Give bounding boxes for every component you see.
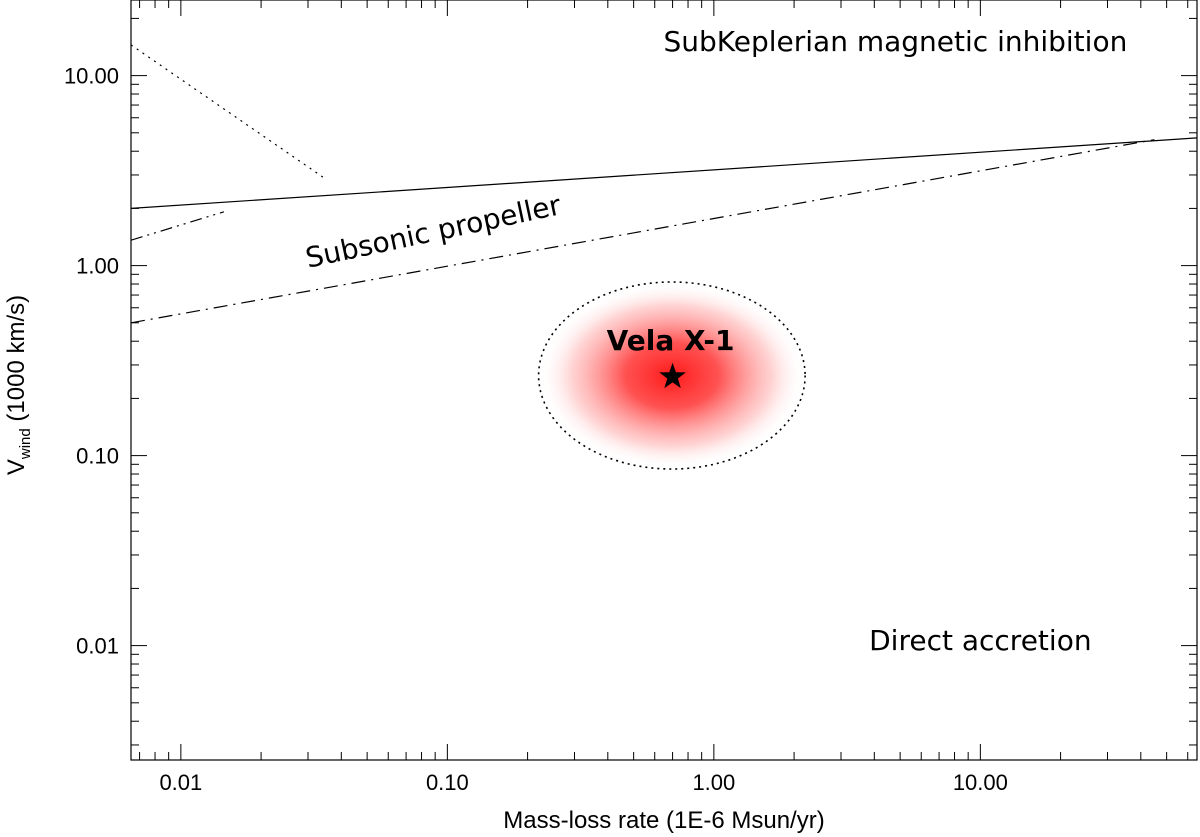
x-tick-label: 10.00: [953, 770, 1008, 795]
x-axis-label: Mass-loss rate (1E-6 Msun/yr): [503, 807, 824, 834]
series-line-dashdotdot: [131, 211, 225, 241]
y-axis-label-subscript: wind: [17, 428, 34, 460]
y-tick-label: 0.10: [76, 444, 119, 469]
annotations: Vela X-1 SubKeplerian magnetic inhibition…: [303, 25, 1128, 657]
y-tick-label: 0.01: [76, 634, 119, 659]
y-axis-label: Vwind (1000 km/s): [3, 295, 34, 475]
y-tick-label: 10.00: [64, 64, 119, 89]
vela-x1-star-icon: [659, 362, 686, 389]
region-label: Subsonic propeller: [303, 188, 565, 274]
y-tick-label: 1.00: [76, 254, 119, 279]
vela-x1-ellipse-outline: [537, 281, 806, 470]
region-label: Direct accretion: [869, 624, 1091, 657]
series-line-solid: [131, 137, 1197, 209]
region-label: SubKeplerian magnetic inhibition: [663, 25, 1127, 58]
x-tick-label: 0.10: [426, 770, 469, 795]
tick-labels: 0.01 0.10 1.00 10.00 0.01 0.10 1.00 10.00: [64, 64, 1008, 795]
x-tick-label: 1.00: [692, 770, 735, 795]
boundary-lines: [131, 44, 1197, 324]
plot-frame: [130, 0, 1198, 761]
series-line-dotted: [131, 44, 327, 180]
axis-ticks: [131, 0, 1197, 760]
vela-x1-label: Vela X-1: [607, 324, 735, 357]
x-tick-label: 0.01: [159, 770, 202, 795]
y-axis-label-main: V: [3, 459, 30, 475]
series-line-dashdot: [131, 139, 1155, 324]
y-axis-label-unit: (1000 km/s): [3, 295, 30, 428]
